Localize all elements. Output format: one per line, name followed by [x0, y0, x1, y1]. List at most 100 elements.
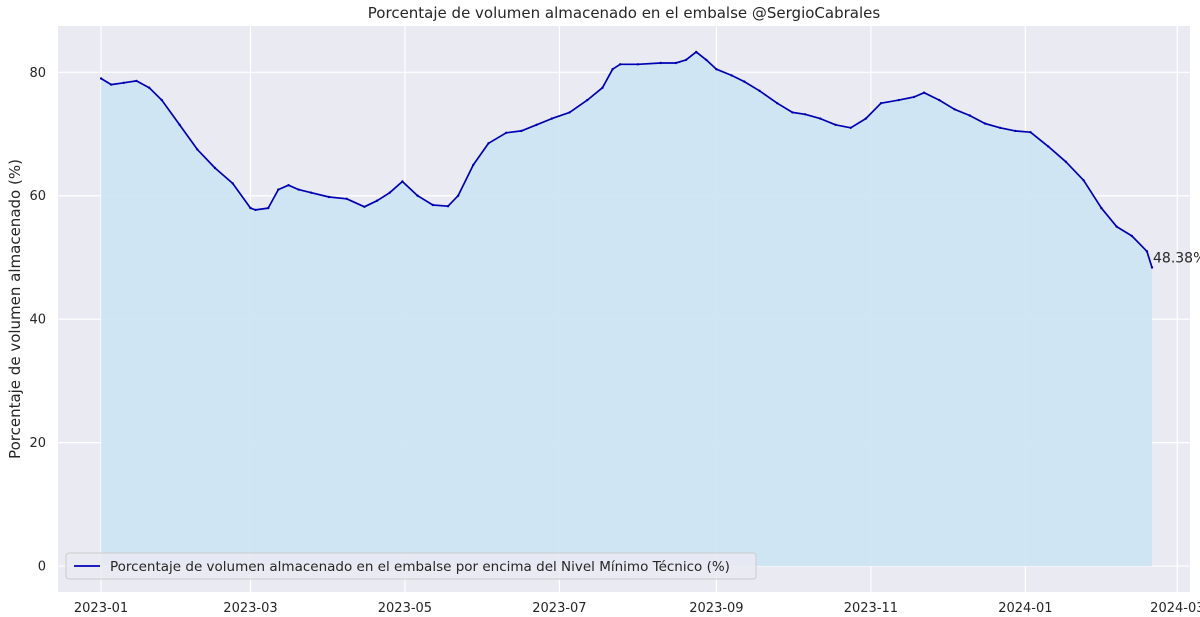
data-point [879, 102, 883, 105]
data-point [310, 191, 313, 194]
data-point [849, 126, 852, 129]
data-point [1082, 179, 1085, 182]
data-point [254, 208, 257, 212]
x-axis: 2023-01 2023-03 2023-05 2023-07 2023-09 2023-… [74, 601, 1200, 616]
data-point [472, 163, 475, 167]
data-point [730, 74, 733, 77]
data-point [819, 117, 822, 120]
x-tick-label: 2024-03 [1150, 601, 1200, 616]
data-point [695, 50, 698, 54]
data-point [1047, 145, 1050, 148]
data-point [938, 98, 941, 102]
data-point [520, 129, 523, 133]
data-point [619, 63, 622, 66]
x-tick-label: 2024-01 [998, 601, 1052, 616]
data-point [568, 111, 571, 114]
x-tick-label: 2023-09 [689, 601, 743, 616]
data-point [327, 195, 331, 199]
end-value-label: 48.38% [1153, 250, 1200, 266]
data-point [1115, 225, 1118, 228]
y-tick-label: 40 [29, 313, 46, 328]
data-point [148, 86, 151, 89]
data-point [674, 61, 678, 65]
data-point [388, 191, 391, 194]
data-point [446, 205, 450, 208]
data-point [487, 142, 490, 145]
series-line [100, 51, 1153, 268]
data-point [297, 188, 300, 191]
data-point [249, 206, 252, 210]
data-point [550, 117, 553, 120]
x-tick-label: 2023-01 [74, 601, 128, 616]
data-point [416, 194, 419, 197]
data-point [743, 80, 746, 83]
series-area-fill [101, 51, 1153, 567]
data-point [791, 111, 794, 114]
data-point [776, 102, 779, 105]
data-point [110, 83, 113, 86]
data-point [401, 180, 404, 183]
data-point [834, 123, 837, 127]
data-point [897, 98, 900, 102]
data-point [160, 98, 163, 102]
y-tick-label: 0 [38, 560, 46, 575]
data-point [636, 63, 640, 66]
data-point [1150, 266, 1154, 269]
data-point [864, 117, 867, 120]
data-point [983, 122, 987, 125]
y-tick-label: 80 [29, 66, 46, 81]
data-point [99, 77, 103, 80]
y-tick-label: 20 [29, 436, 46, 451]
data-point [803, 113, 807, 116]
data-point [922, 91, 926, 94]
data-point [196, 148, 199, 151]
data-point [456, 194, 460, 197]
data-point [287, 184, 290, 187]
data-point [953, 108, 956, 111]
data-point [715, 68, 718, 71]
data-point [998, 126, 1002, 129]
data-point [586, 98, 589, 102]
data-point [213, 166, 217, 170]
data-point [1145, 250, 1149, 253]
data-point [705, 58, 708, 62]
data-point [968, 114, 971, 117]
data-point [1014, 129, 1017, 133]
data-point [363, 205, 366, 208]
data-point [1029, 131, 1032, 134]
line-layer [99, 50, 1154, 269]
area-layer [101, 51, 1153, 567]
data-point [912, 95, 916, 99]
x-tick-label: 2023-11 [844, 601, 898, 616]
data-point [1100, 206, 1103, 210]
data-point [345, 197, 348, 200]
data-point [505, 131, 508, 134]
data-point [277, 188, 280, 191]
data-point [135, 79, 138, 83]
data-point [231, 182, 234, 185]
chart-title: Porcentaje de volumen almacenado en el e… [368, 4, 881, 22]
legend-box [65, 552, 757, 580]
data-point [178, 123, 181, 127]
y-axis-label: Porcentaje de volumen almacenado (%) [6, 159, 24, 459]
y-axis: 0 20 40 60 80 [29, 66, 46, 575]
legend-label: Porcentaje de volumen almacenado en el e… [110, 559, 730, 575]
data-point [535, 123, 538, 127]
data-point [611, 68, 614, 71]
data-point [684, 58, 688, 62]
y-tick-label: 60 [29, 189, 46, 204]
data-point [601, 86, 604, 89]
annotations: 48.38% [1153, 250, 1200, 266]
data-point [122, 81, 126, 85]
x-tick-label: 2023-07 [532, 601, 586, 616]
data-point [1064, 160, 1068, 163]
legend: Porcentaje de volumen almacenado en el e… [65, 552, 757, 580]
data-point [431, 203, 434, 207]
data-point [758, 89, 761, 93]
data-point [375, 199, 379, 202]
data-point [659, 61, 662, 65]
data-point [267, 206, 270, 210]
x-tick-label: 2023-03 [223, 601, 277, 616]
